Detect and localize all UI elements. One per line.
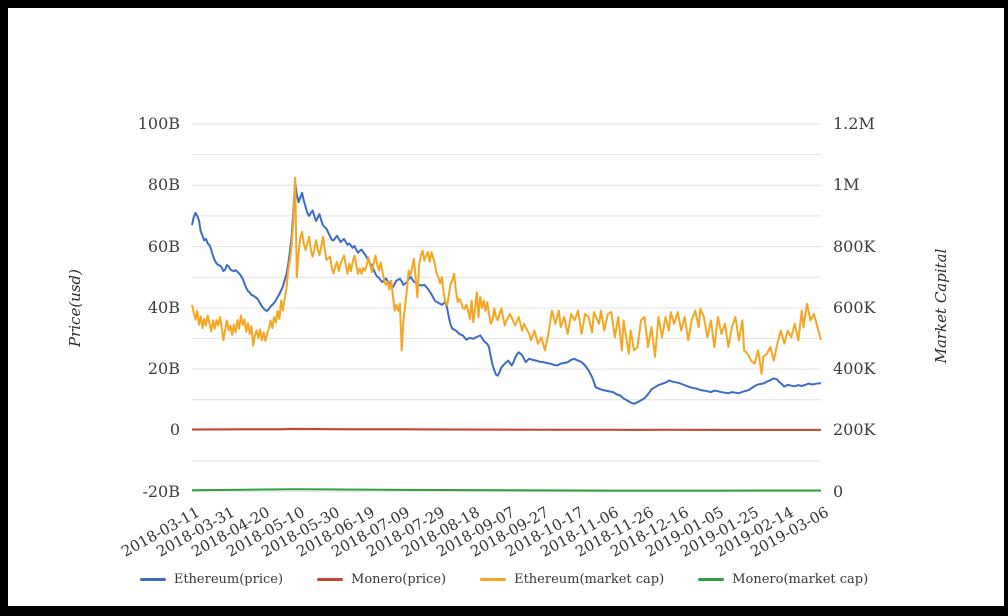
y-axis-tick-label: 60B bbox=[147, 236, 180, 256]
y-axis-tick-label: 40B bbox=[147, 297, 180, 317]
y-axis-tick-label: -20B bbox=[142, 481, 180, 501]
legend-label: Ethereum(price) bbox=[173, 572, 284, 587]
y-axis-tick-label: 20B bbox=[147, 359, 180, 379]
y-axis-tick-label: 0 bbox=[169, 420, 180, 440]
series-line-monero-price bbox=[191, 427, 821, 431]
legend-label: Ethereum(market cap) bbox=[514, 572, 665, 587]
frame-border-left bbox=[0, 0, 8, 616]
y-axis-left-title: Price(usd) bbox=[66, 268, 84, 348]
series-line-ethereum-market-cap bbox=[191, 176, 822, 375]
legend-item-monero-price[interactable]: Monero(price) bbox=[317, 572, 446, 587]
monero-market-cap-swatch-icon bbox=[698, 578, 725, 581]
y-axis-tick-label: 100B bbox=[137, 114, 180, 133]
y-axis-right-title: Market Capital bbox=[932, 248, 950, 364]
y-axis-tick-label: 600K bbox=[833, 297, 876, 317]
frame-border-right bbox=[1004, 0, 1008, 616]
ethereum-price-swatch-icon bbox=[139, 578, 166, 581]
legend-item-ethereum-market-cap[interactable]: Ethereum(market cap) bbox=[480, 572, 664, 587]
frame-border-bottom bbox=[0, 606, 1008, 616]
y-axis-tick-label: 800K bbox=[833, 236, 876, 256]
y-axis-tick-label: 400K bbox=[833, 359, 876, 379]
legend-item-monero-market-cap[interactable]: Monero(market cap) bbox=[698, 572, 868, 587]
monero-price-swatch-icon bbox=[317, 578, 344, 581]
series-line-monero-market-cap bbox=[191, 488, 822, 492]
ethereum-market-cap-swatch-icon bbox=[480, 578, 507, 581]
frame-border-top bbox=[0, 0, 1008, 8]
y-axis-tick-label: 200K bbox=[833, 420, 876, 440]
y-axis-tick-label: 1M bbox=[833, 175, 860, 195]
series-line-ethereum-price bbox=[191, 181, 822, 405]
y-axis-tick-label: 80B bbox=[147, 175, 180, 195]
legend-label: Monero(price) bbox=[351, 572, 447, 587]
legend-item-ethereum-price[interactable]: Ethereum(price) bbox=[139, 572, 284, 587]
chart-legend: Ethereum(price) Monero(price) Ethereum(m… bbox=[0, 572, 1008, 587]
y-axis-tick-label: 1.2M bbox=[833, 114, 875, 133]
legend-label: Monero(market cap) bbox=[732, 572, 869, 587]
y-axis-tick-label: 0 bbox=[833, 481, 844, 501]
